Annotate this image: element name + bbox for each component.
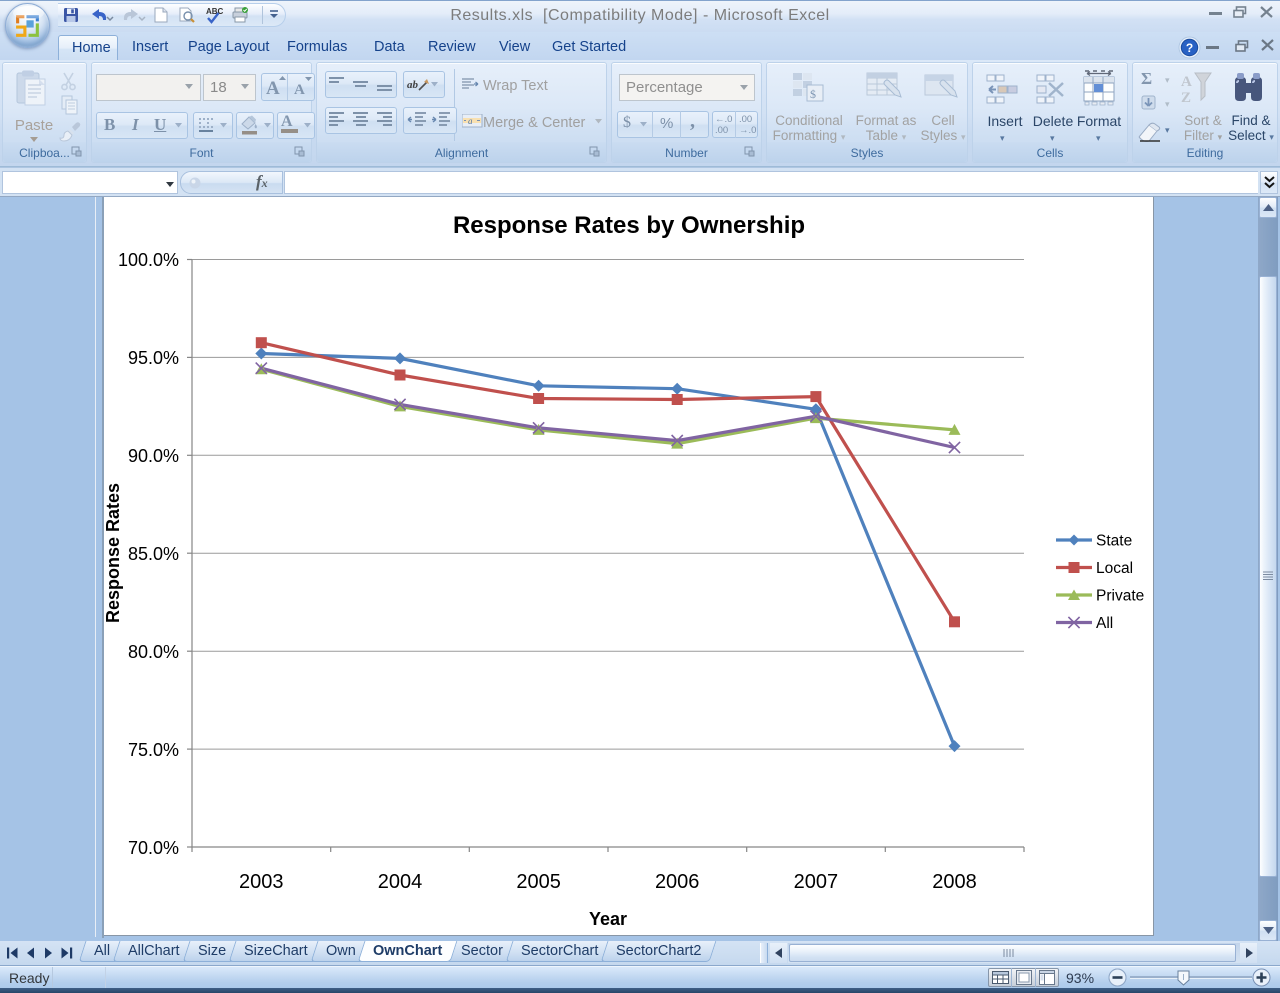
svg-text:2006: 2006 xyxy=(655,871,700,893)
svg-text:2008: 2008 xyxy=(932,871,977,893)
svg-text:90.0%: 90.0% xyxy=(128,446,179,466)
svg-text:Private: Private xyxy=(1096,588,1144,605)
svg-text:2007: 2007 xyxy=(794,871,839,893)
svg-text:Z: Z xyxy=(1181,90,1191,106)
svg-text:70.0%: 70.0% xyxy=(128,838,179,858)
svg-text:Response Rates by Ownership: Response Rates by Ownership xyxy=(453,212,805,239)
svg-text:A: A xyxy=(294,82,305,98)
svg-text:A: A xyxy=(1181,74,1192,90)
svg-text:100.0%: 100.0% xyxy=(118,250,179,270)
svg-text:ABC: ABC xyxy=(206,7,223,16)
svg-text:ab: ab xyxy=(407,79,419,91)
svg-text:State: State xyxy=(1096,533,1132,550)
svg-text:2003: 2003 xyxy=(239,871,283,893)
svg-text:Local: Local xyxy=(1096,560,1133,577)
svg-text:2004: 2004 xyxy=(378,871,423,893)
svg-text:?: ? xyxy=(1186,41,1193,55)
svg-text:Response Rates: Response Rates xyxy=(104,483,123,623)
svg-text:A: A xyxy=(266,78,280,99)
svg-text:85.0%: 85.0% xyxy=(128,544,179,564)
svg-text:$: $ xyxy=(810,87,816,101)
svg-text:95.0%: 95.0% xyxy=(128,348,179,368)
svg-text:All: All xyxy=(1096,615,1113,632)
svg-text:75.0%: 75.0% xyxy=(128,740,179,760)
svg-text:a: a xyxy=(468,116,473,126)
svg-text:Year: Year xyxy=(589,909,627,929)
svg-text:80.0%: 80.0% xyxy=(128,642,179,662)
svg-text:2005: 2005 xyxy=(516,871,561,893)
